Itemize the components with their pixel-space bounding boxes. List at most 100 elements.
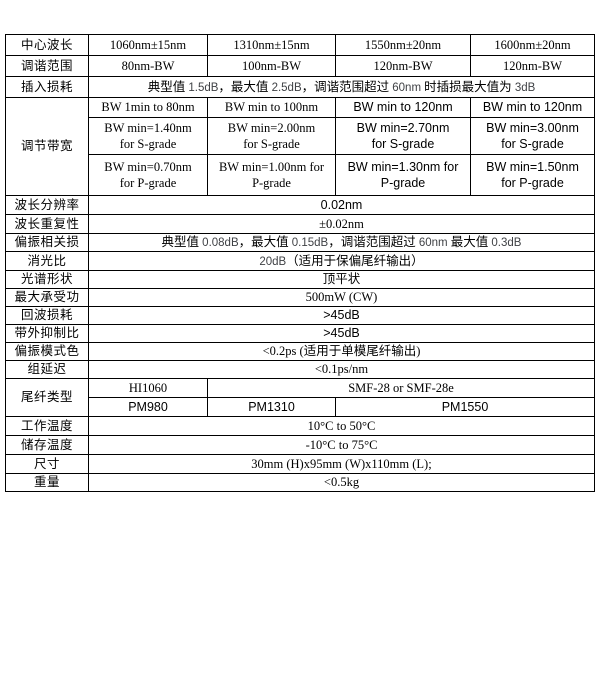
table-row: 重量 <0.5kg — [5, 473, 595, 492]
table-row: 波长重复性 ±0.02nm — [5, 214, 595, 234]
row-label: 调节带宽 — [5, 97, 89, 196]
spec-cell: -10°C to 75°C — [88, 435, 595, 455]
spec-cell: ±0.02nm — [88, 214, 595, 234]
table-row: 偏振模式色 <0.2ps (适用于单模尾纤输出) — [5, 342, 595, 361]
spec-cell: 1600nm±20nm — [470, 34, 595, 56]
spec-table: 中心波长 1060nm±15nm 1310nm±15nm 1550nm±20nm 160… — [5, 34, 595, 492]
spec-cell-segment: 60nm — [418, 237, 448, 250]
spec-cell-segment: 3dB — [514, 81, 536, 94]
spec-cell: 典型值 1.5dB，最大值 2.5dB，调谐范围超过 60nm 时插损最大值为 … — [88, 76, 595, 98]
table-row: 调谐范围 80nm-BW 100nm-BW 120nm-BW 120nm-BW — [5, 55, 595, 77]
spec-cell: 典型值 0.08dB，最大值 0.15dB，调谐范围超过 60nm 最大值 0.… — [88, 233, 595, 252]
spec-cell-segment: 0.3dB — [491, 237, 522, 250]
spec-cell: 120nm-BW — [335, 55, 471, 77]
spec-cell: 1060nm±15nm — [88, 34, 208, 56]
table-row: 调节带宽 BW 1min to 80nm BW min to 100nm BW min… — [5, 97, 595, 196]
table-row: 插入损耗 典型值 1.5dB，最大值 2.5dB，调谐范围超过 60nm 时插损最… — [5, 76, 595, 98]
spec-cell: 1550nm±20nm — [335, 34, 471, 56]
row-label: 回波损耗 — [5, 306, 89, 325]
spec-cell-segment: ，最大值 — [238, 235, 292, 250]
spec-cell: BW min to 100nm — [207, 97, 336, 118]
spec-cell: PM1310 — [207, 397, 336, 417]
row-label: 带外抑制比 — [5, 324, 89, 343]
spec-cell-segment: （适用于保偏尾纤输出） — [286, 253, 424, 268]
spec-cell-segment: 1.5dB — [188, 81, 219, 94]
table-row: 组延迟 <0.1ps/nm — [5, 360, 595, 379]
spec-cell: <0.1ps/nm — [88, 360, 595, 379]
spec-cell-segment: 典型值 — [147, 79, 189, 94]
table-row: BW min=0.70nm for P-grade BW min=1.00nm f… — [6, 154, 595, 196]
spec-cell: SMF-28 or SMF-28e — [207, 378, 595, 398]
spec-table-body: 中心波长 1060nm±15nm 1310nm±15nm 1550nm±20nm 160… — [5, 34, 595, 492]
spec-cell-segment: 60nm — [392, 81, 422, 94]
row-label: 光谱形状 — [5, 270, 89, 289]
spec-cell-segment: 时插损最大值为 — [421, 79, 515, 94]
spec-cell: <0.2ps (适用于单模尾纤输出) — [88, 342, 595, 361]
spec-cell: BW min=0.70nm for P-grade — [88, 154, 208, 196]
row-label: 组延迟 — [5, 360, 89, 379]
table-row: 最大承受功 500mW (CW) — [5, 288, 595, 307]
spec-cell: 80nm-BW — [88, 55, 208, 77]
spec-cell: BW min to 120nm — [335, 97, 471, 118]
spec-cell: BW min=1.40nm for S-grade — [88, 117, 208, 155]
spec-cell: >45dB — [88, 324, 595, 343]
table-row: PM980 PM1310 PM1550 — [6, 397, 595, 417]
row-label: 波长分辨率 — [5, 195, 89, 215]
spec-cell: 1310nm±15nm — [207, 34, 336, 56]
spec-cell: HI1060 — [88, 378, 208, 398]
spec-cell-segment: 典型值 — [161, 235, 203, 250]
spec-cell: BW min=3.00nm for S-grade — [470, 117, 595, 155]
table-row: 储存温度 -10°C to 75°C — [5, 435, 595, 455]
spec-cell: BW min=1.50nm for P-grade — [470, 154, 595, 196]
row-label: 插入损耗 — [5, 76, 89, 98]
spec-cell-segment: ，最大值 — [218, 79, 272, 94]
row-label: 储存温度 — [5, 435, 89, 455]
spec-cell: 120nm-BW — [470, 55, 595, 77]
spec-cell: PM980 — [88, 397, 208, 417]
spec-cell: BW min to 120nm — [470, 97, 595, 118]
table-row: 偏振相关损 典型值 0.08dB，最大值 0.15dB，调谐范围超过 60nm 最… — [5, 233, 595, 252]
spec-cell: PM1550 — [335, 397, 595, 417]
spec-cell: 500mW (CW) — [88, 288, 595, 307]
row-label: 波长重复性 — [5, 214, 89, 234]
table-row: 波长分辨率 0.02nm — [5, 195, 595, 215]
spec-cell-segment: ，调谐范围超过 — [301, 79, 393, 94]
spec-cell-segment: 2.5dB — [271, 81, 302, 94]
spec-cell-segment: 0.08dB — [202, 237, 239, 250]
spec-cell: >45dB — [88, 306, 595, 325]
spec-cell: BW min=2.70nm for S-grade — [335, 117, 471, 155]
spec-cell: 0.02nm — [88, 195, 595, 215]
row-label: 调谐范围 — [5, 55, 89, 77]
spec-cell: 10°C to 50°C — [88, 416, 595, 436]
spec-cell-segment: 最大值 — [447, 235, 492, 250]
table-row: 回波损耗 >45dB — [5, 306, 595, 325]
row-label: 偏振相关损 — [5, 233, 89, 252]
table-row: 尺寸 30mm (H)x95mm (W)x110mm (L); — [5, 454, 595, 474]
row-label: 中心波长 — [5, 34, 89, 56]
row-label: 消光比 — [5, 251, 89, 271]
spec-cell: 顶平状 — [88, 270, 595, 289]
spec-cell-segment: 20dB — [259, 255, 287, 268]
spec-cell: BW 1min to 80nm — [88, 97, 208, 118]
spec-cell: 30mm (H)x95mm (W)x110mm (L); — [88, 454, 595, 474]
spec-cell: <0.5kg — [88, 473, 595, 492]
spec-cell: BW min=1.00nm for P-grade — [207, 154, 336, 196]
table-row: 光谱形状 顶平状 — [5, 270, 595, 289]
table-row: 带外抑制比 >45dB — [5, 324, 595, 343]
spec-cell-segment: 0.15dB — [291, 237, 329, 250]
spec-cell: BW min=2.00nm for S-grade — [207, 117, 336, 155]
row-label: 尺寸 — [5, 454, 89, 474]
table-row: 工作温度 10°C to 50°C — [5, 416, 595, 436]
spec-cell: 20dB（适用于保偏尾纤输出） — [88, 251, 595, 271]
table-row: 尾纤类型 HI1060 SMF-28 or SMF-28e — [5, 378, 595, 417]
table-row: 中心波长 1060nm±15nm 1310nm±15nm 1550nm±20nm 160… — [5, 34, 595, 56]
spec-cell: BW min=1.30nm for P-grade — [335, 154, 471, 196]
spec-cell: 100nm-BW — [207, 55, 336, 77]
row-label: 最大承受功 — [5, 288, 89, 307]
row-label: 偏振模式色 — [5, 342, 89, 361]
row-label: 尾纤类型 — [5, 378, 89, 417]
row-label: 工作温度 — [5, 416, 89, 436]
row-label: 重量 — [5, 473, 89, 492]
table-row: BW min=1.40nm for S-grade BW min=2.00nm f… — [6, 117, 595, 155]
